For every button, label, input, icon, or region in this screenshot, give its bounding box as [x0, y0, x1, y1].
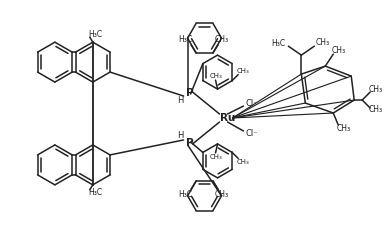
Text: Ru: Ru: [219, 113, 235, 123]
Text: CH₃: CH₃: [315, 38, 330, 47]
Text: Cl⁻: Cl⁻: [246, 129, 258, 139]
Text: H₃C: H₃C: [88, 30, 102, 39]
Text: H₃C: H₃C: [88, 188, 102, 197]
Text: P: P: [186, 138, 193, 148]
Text: H₃C: H₃C: [178, 35, 192, 44]
Text: CH₃: CH₃: [236, 159, 249, 165]
Text: CH₃: CH₃: [336, 124, 350, 133]
Text: CH₃: CH₃: [331, 46, 345, 55]
Text: CH₃: CH₃: [368, 105, 382, 113]
Text: Cl⁻: Cl⁻: [246, 99, 258, 108]
Text: CH₃: CH₃: [368, 84, 382, 94]
Text: CH₃: CH₃: [236, 68, 249, 74]
Text: H: H: [177, 95, 184, 105]
Text: CH₃: CH₃: [209, 154, 222, 160]
Text: H: H: [177, 132, 184, 140]
Text: CH₃: CH₃: [215, 35, 229, 44]
Text: H₃C: H₃C: [178, 190, 192, 199]
Text: H₃C: H₃C: [271, 39, 286, 48]
Text: P: P: [186, 88, 193, 98]
Text: CH₃: CH₃: [209, 73, 222, 79]
Text: CH₃: CH₃: [215, 190, 229, 199]
